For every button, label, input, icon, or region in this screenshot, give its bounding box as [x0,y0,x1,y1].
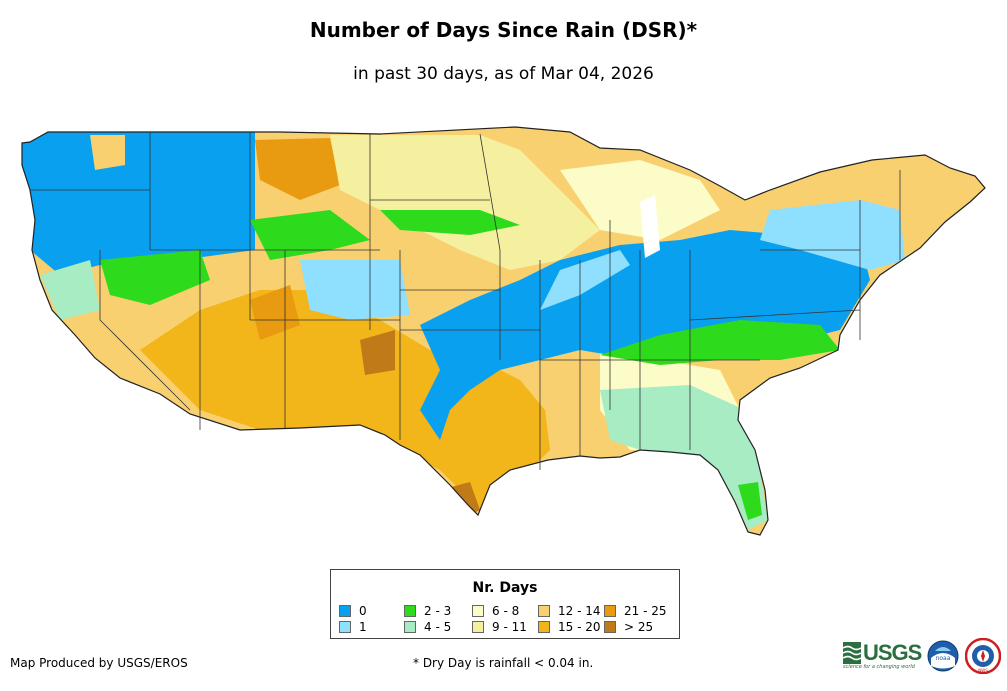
legend-label: 15 - 20 [558,620,601,634]
legend-item-9: > 25 [604,620,653,634]
noaa-wordmark: noaa [936,655,951,662]
zone-2-3-south-florida [738,482,762,520]
legend-item-2: 2 - 3 [404,604,451,618]
legend-label: 21 - 25 [624,604,667,618]
legend-item-8: 21 - 25 [604,604,667,618]
legend-label: > 25 [624,620,654,634]
legend-label: 0 [359,604,367,618]
nws-logo-icon: NWS [965,638,1001,674]
zone-2-3-appalachia [600,320,840,365]
state-boundaries [30,132,901,470]
legend-item-6: 12 - 14 [538,604,601,618]
zone-1-northeast [760,200,905,270]
legend-item-3: 4 - 5 [404,620,451,634]
legend-label: 4 - 5 [424,620,452,634]
usgs-wordmark: USGS [863,640,922,665]
zone-2-3-great-basin [100,250,210,305]
usgs-tagline: science for a changing world [843,664,915,670]
credit-text: Map Produced by USGS/EROS [10,656,188,670]
legend-swatch [472,605,484,617]
map-subtitle: in past 30 days, as of Mar 04, 2026 [353,64,654,84]
zone-6-8-upper-midwest [560,160,720,240]
legend-label: 1 [359,620,367,634]
legend-title: Nr. Days [472,580,538,596]
legend-item-0: 0 [339,604,367,618]
map-title: Number of Days Since Rain (DSR)* [309,18,698,42]
legend-label: 9 - 11 [492,620,527,634]
zone-15-20-south [140,290,550,510]
legend-label: 2 - 3 [424,604,452,618]
noaa-logo-icon: noaa [927,640,959,672]
legend-label: 6 - 8 [492,604,520,618]
legend: Nr. Days 0 1 2 - 3 4 - 5 6 - 8 9 - 11 12… [330,569,680,639]
legend-swatch [472,621,484,633]
nws-wordmark: NWS [978,668,988,673]
legend-swatch [538,605,550,617]
legend-item-7: 15 - 20 [538,620,601,634]
legend-swatch [604,605,616,617]
legend-swatch [404,605,416,617]
zone-1-colorado [300,260,410,320]
zone-gt25-nm [360,330,395,375]
legend-swatch [339,605,351,617]
legend-item-1: 1 [339,620,367,634]
zone-21-25-montana [255,138,340,200]
legend-item-5: 9 - 11 [472,620,527,634]
zone-12-14-wa-patch [90,135,125,170]
zone-9-11-plains [330,135,600,270]
legend-swatch [604,621,616,633]
usgs-logo: USGS [842,640,922,666]
zone-4-5-california [40,260,100,320]
zone-21-25-arizona [250,285,300,340]
lake-michigan [640,195,660,258]
usgs-wave-icon [842,642,862,664]
legend-item-4: 6 - 8 [472,604,519,618]
legend-swatch [404,621,416,633]
zone-2-3-wyoming [250,210,370,260]
agency-logos: USGS science for a changing world noaa N… [842,638,1003,678]
zone-0-northwest [22,130,255,275]
zone-0-central-east [420,230,870,440]
dry-day-note: * Dry Day is rainfall < 0.04 in. [413,656,594,670]
us-outline [21,126,986,536]
zone-2-3-nebraska [380,210,520,235]
zone-1-mo-band [540,250,630,310]
legend-swatch [538,621,550,633]
legend-label: 12 - 14 [558,604,601,618]
zone-4-5-florida-georgia [600,385,768,530]
us-dsr-map [21,126,986,536]
legend-swatch [339,621,351,633]
